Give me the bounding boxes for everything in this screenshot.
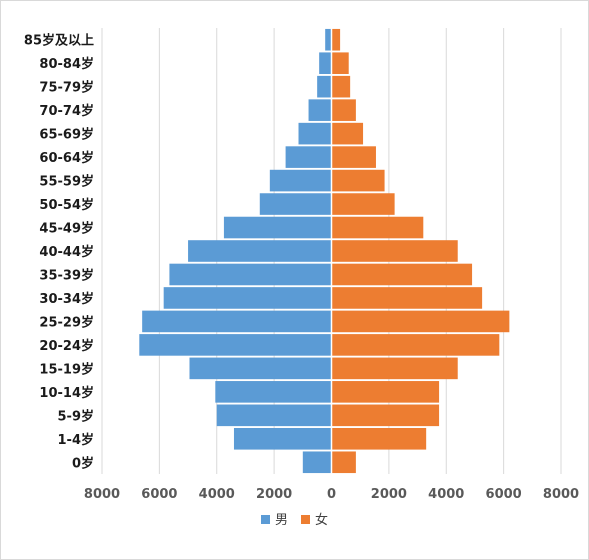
bar-male bbox=[188, 240, 332, 262]
y-axis-labels: 85岁及以上 80-84岁 75-79岁 70-74岁 65-69岁 60-64岁 55-5… bbox=[24, 33, 94, 472]
y-tick-label: 20-24岁 bbox=[39, 338, 94, 354]
bar-female bbox=[331, 146, 376, 168]
y-tick-label: 30-34岁 bbox=[39, 291, 94, 307]
bar-female bbox=[331, 404, 440, 427]
y-tick-label: 0岁 bbox=[72, 455, 94, 471]
legend: 男女 bbox=[261, 512, 328, 528]
y-tick-label: 65-69岁 bbox=[39, 127, 94, 143]
legend-swatch-male bbox=[261, 515, 270, 524]
legend-label-female: 女 bbox=[315, 512, 328, 528]
bar-female bbox=[331, 334, 500, 356]
bar-male bbox=[285, 146, 332, 168]
legend-label-male: 男 bbox=[275, 513, 288, 528]
x-tick-label: 4000 bbox=[199, 487, 235, 502]
bar-male bbox=[233, 427, 332, 450]
bar-female bbox=[331, 122, 364, 145]
x-tick-label: 8000 bbox=[543, 487, 579, 502]
legend-swatch-female bbox=[301, 515, 310, 524]
bar-female bbox=[331, 193, 395, 215]
bar-male bbox=[325, 28, 332, 51]
bar-female bbox=[331, 169, 385, 192]
bar-male bbox=[302, 451, 332, 474]
y-tick-label: 1-4岁 bbox=[58, 432, 95, 448]
x-tick-label: 6000 bbox=[141, 487, 177, 502]
bar-male bbox=[139, 334, 332, 356]
y-tick-label: 25-29岁 bbox=[39, 314, 94, 330]
bar-female bbox=[331, 427, 427, 450]
x-tick-label: 8000 bbox=[84, 487, 120, 502]
x-axis-labels: 8000 6000 4000 2000 0 2000 4000 6000 8000 bbox=[84, 487, 579, 502]
bar-female bbox=[331, 99, 356, 121]
bar-female bbox=[331, 75, 351, 98]
x-tick-label: 4000 bbox=[428, 487, 464, 502]
y-tick-label: 55-59岁 bbox=[39, 174, 94, 190]
y-tick-label: 15-19岁 bbox=[39, 361, 94, 377]
bar-female bbox=[331, 263, 473, 286]
bar-male bbox=[317, 75, 332, 98]
y-tick-label: 45-49岁 bbox=[39, 221, 94, 237]
x-tick-label: 2000 bbox=[371, 487, 407, 502]
bar-male bbox=[298, 122, 332, 145]
bar-male bbox=[169, 263, 332, 286]
bar-male bbox=[319, 52, 332, 75]
bar-female bbox=[331, 357, 458, 380]
bar-female bbox=[331, 28, 341, 51]
bars-group bbox=[139, 28, 510, 474]
bar-female bbox=[331, 381, 440, 403]
x-tick-label: 6000 bbox=[486, 487, 522, 502]
y-tick-label: 10-14岁 bbox=[39, 385, 94, 401]
y-tick-label: 80-84岁 bbox=[39, 56, 94, 72]
bar-male bbox=[142, 310, 332, 333]
bar-female bbox=[331, 287, 483, 309]
bar-female bbox=[331, 310, 510, 333]
y-tick-label: 50-54岁 bbox=[39, 197, 94, 213]
x-tick-label: 0 bbox=[327, 487, 336, 502]
y-tick-label: 70-74岁 bbox=[39, 103, 94, 119]
bar-female bbox=[331, 240, 458, 262]
y-tick-label: 5-9岁 bbox=[58, 408, 95, 424]
bar-male bbox=[163, 287, 332, 309]
y-tick-label: 60-64岁 bbox=[39, 150, 94, 166]
bar-female bbox=[331, 216, 424, 239]
y-tick-label: 35-39岁 bbox=[39, 267, 94, 283]
y-tick-label: 85岁及以上 bbox=[24, 33, 94, 49]
x-tick-label: 2000 bbox=[256, 487, 292, 502]
bar-male bbox=[216, 404, 332, 427]
bar-male bbox=[215, 381, 332, 403]
bar-male bbox=[308, 99, 332, 121]
bar-female bbox=[331, 451, 356, 474]
bar-male bbox=[223, 216, 332, 239]
y-tick-label: 40-44岁 bbox=[39, 244, 94, 260]
bar-male bbox=[189, 357, 332, 380]
y-tick-label: 75-79岁 bbox=[39, 80, 94, 96]
bar-male bbox=[269, 169, 332, 192]
bar-male bbox=[259, 193, 332, 215]
bar-female bbox=[331, 52, 349, 75]
